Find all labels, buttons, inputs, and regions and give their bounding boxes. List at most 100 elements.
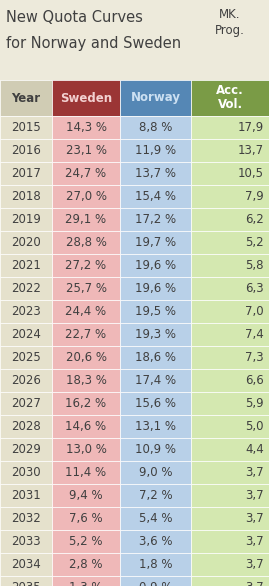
Bar [52,369,120,392]
Bar [191,553,269,576]
Bar [52,300,120,323]
Bar [191,116,269,139]
Bar [0,484,52,507]
Text: 1,3 %: 1,3 % [69,581,103,586]
Text: 11,9 %: 11,9 % [135,144,176,157]
Text: Norway: Norway [130,91,180,104]
Text: 2020: 2020 [11,236,41,249]
Text: 7,3: 7,3 [245,351,264,364]
Text: 24,7 %: 24,7 % [65,167,107,180]
Bar [191,576,269,586]
Bar [120,576,191,586]
Bar [0,346,52,369]
Text: 2,8 %: 2,8 % [69,558,103,571]
Text: for Norway and Sweden: for Norway and Sweden [6,36,181,51]
Bar [191,277,269,300]
Text: 10,9 %: 10,9 % [135,443,176,456]
Text: 15,6 %: 15,6 % [135,397,176,410]
Bar [191,254,269,277]
Text: 7,6 %: 7,6 % [69,512,103,525]
Bar [120,300,191,323]
Bar [52,438,120,461]
Text: 5,4 %: 5,4 % [139,512,172,525]
Text: 2035: 2035 [11,581,41,586]
Text: 14,6 %: 14,6 % [65,420,107,433]
Text: 8,8 %: 8,8 % [139,121,172,134]
Bar [120,438,191,461]
Text: Vol.: Vol. [217,98,243,111]
Bar [120,162,191,185]
Bar [191,507,269,530]
Bar [0,576,52,586]
Text: 2016: 2016 [11,144,41,157]
Text: MK.: MK. [219,8,241,21]
Bar [52,116,120,139]
Bar [52,576,120,586]
Text: 3,7: 3,7 [245,489,264,502]
Bar [191,139,269,162]
Text: 2021: 2021 [11,259,41,272]
Bar [120,80,191,116]
Bar [120,461,191,484]
Text: 5,9: 5,9 [245,397,264,410]
Text: 19,6 %: 19,6 % [135,282,176,295]
Bar [52,277,120,300]
Text: 2018: 2018 [11,190,41,203]
Text: 14,3 %: 14,3 % [65,121,107,134]
Bar [120,231,191,254]
Bar [191,438,269,461]
Text: 25,7 %: 25,7 % [65,282,107,295]
Text: 2024: 2024 [11,328,41,341]
Text: 13,7: 13,7 [238,144,264,157]
Text: 13,1 %: 13,1 % [135,420,176,433]
Text: 2033: 2033 [11,535,41,548]
Text: 5,0: 5,0 [246,420,264,433]
Text: 17,2 %: 17,2 % [135,213,176,226]
Bar [0,0,269,80]
Text: 2023: 2023 [11,305,41,318]
Bar [120,392,191,415]
Text: Prog.: Prog. [215,24,245,37]
Bar [52,208,120,231]
Bar [191,231,269,254]
Text: 2026: 2026 [11,374,41,387]
Bar [0,162,52,185]
Text: New Quota Curves: New Quota Curves [6,10,143,25]
Bar [52,392,120,415]
Bar [120,323,191,346]
Text: 0,9 %: 0,9 % [139,581,172,586]
Bar [52,507,120,530]
Text: 19,5 %: 19,5 % [135,305,176,318]
Text: 24,4 %: 24,4 % [65,305,107,318]
Bar [191,461,269,484]
Bar [0,438,52,461]
Text: 15,4 %: 15,4 % [135,190,176,203]
Bar [0,300,52,323]
Text: 9,0 %: 9,0 % [139,466,172,479]
Bar [0,461,52,484]
Text: 2031: 2031 [11,489,41,502]
Bar [120,185,191,208]
Text: 6,3: 6,3 [245,282,264,295]
Text: 29,1 %: 29,1 % [65,213,107,226]
Bar [52,162,120,185]
Text: 20,6 %: 20,6 % [65,351,107,364]
Text: 2029: 2029 [11,443,41,456]
Bar [120,530,191,553]
Bar [52,484,120,507]
Bar [0,139,52,162]
Text: Acc.: Acc. [216,84,244,97]
Text: 2032: 2032 [11,512,41,525]
Bar [52,231,120,254]
Text: 3,7: 3,7 [245,581,264,586]
Bar [191,162,269,185]
Bar [191,484,269,507]
Bar [120,116,191,139]
Bar [52,323,120,346]
Text: 13,0 %: 13,0 % [66,443,107,456]
Bar [191,208,269,231]
Bar [120,484,191,507]
Bar [120,139,191,162]
Bar [0,553,52,576]
Bar [0,185,52,208]
